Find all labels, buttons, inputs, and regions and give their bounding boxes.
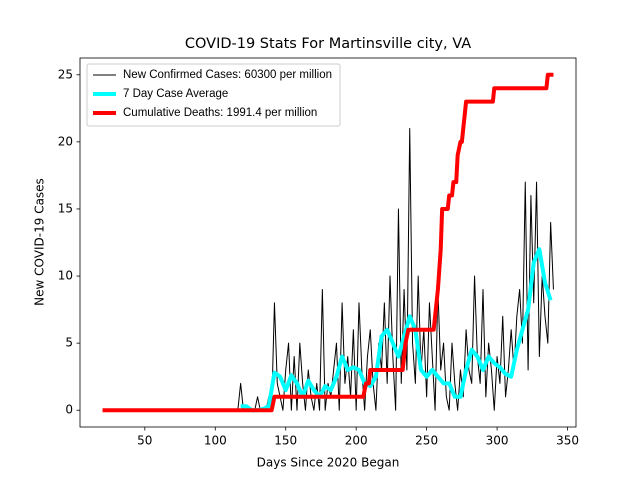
series-line (102, 72, 554, 413)
axes-frame (79, 57, 577, 428)
legend-label: New Confirmed Cases: 60300 per million (123, 69, 332, 81)
chart-title: COVID-19 Stats For Martinsville city, VA (185, 36, 471, 52)
y-tick-label: 15 (58, 201, 73, 215)
y-axis-label: New COVID-19 Cases (33, 178, 47, 306)
legend-label: 7 Day Case Average (123, 88, 228, 100)
series-line (102, 127, 554, 411)
y-tick-label: 25 (58, 67, 73, 81)
series-line (240, 247, 553, 413)
x-tick-label: 100 (204, 434, 227, 448)
y-tick-label: 10 (58, 269, 73, 283)
x-tick-label: 50 (137, 434, 152, 448)
x-tick-label: 200 (345, 434, 368, 448)
legend: New Confirmed Cases: 60300 per million 7 … (86, 63, 341, 127)
x-axis-label: Days Since 2020 Began (257, 456, 400, 470)
y-tick-label: 5 (65, 336, 73, 350)
legend-box (86, 63, 341, 127)
y-tick-label: 0 (65, 403, 73, 417)
legend-label: Cumulative Deaths: 1991.4 per million (123, 107, 317, 119)
x-tick-label: 150 (274, 434, 297, 448)
x-tick-label: 250 (415, 434, 438, 448)
y-tick-label: 20 (58, 134, 73, 148)
x-tick-label: 300 (486, 434, 509, 448)
x-tick-label: 350 (556, 434, 579, 448)
